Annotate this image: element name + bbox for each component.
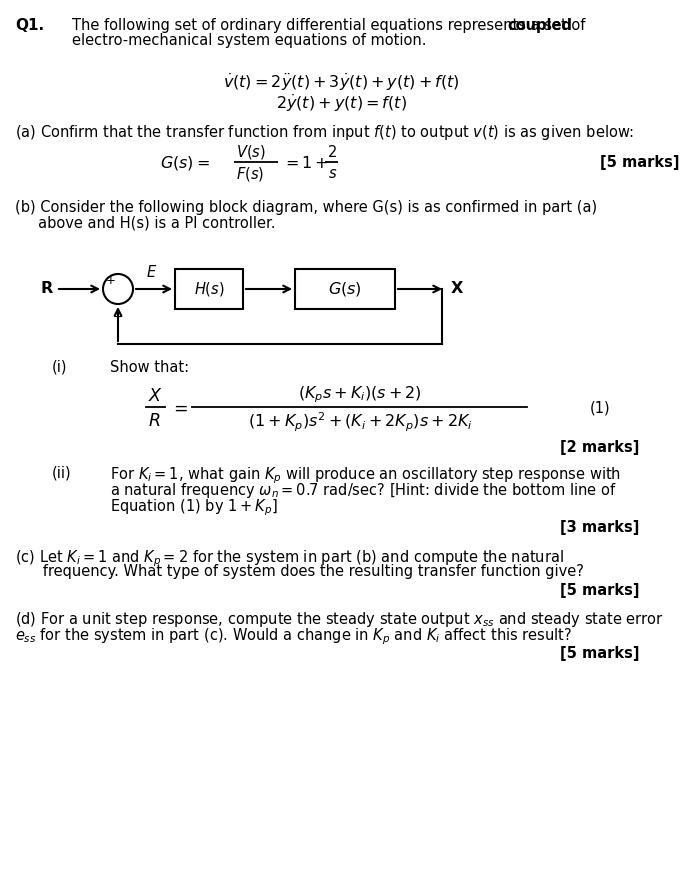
Text: $2$: $2$ (327, 144, 337, 160)
Text: [3 marks]: [3 marks] (560, 519, 640, 534)
Text: $V(s)$: $V(s)$ (236, 143, 266, 160)
Text: (ii): (ii) (52, 465, 72, 480)
Text: (1): (1) (590, 400, 610, 415)
Text: [5 marks]: [5 marks] (600, 155, 679, 170)
Text: electro-mechanical system equations of motion.: electro-mechanical system equations of m… (72, 33, 426, 48)
Text: above and H(s) is a PI controller.: above and H(s) is a PI controller. (15, 215, 276, 230)
Text: $+$: $+$ (105, 274, 115, 286)
Text: Show that:: Show that: (110, 360, 189, 374)
Text: $e_{ss}$ for the system in part (c). Would a change in $K_p$ and $K_i$ affect th: $e_{ss}$ for the system in part (c). Wou… (15, 625, 572, 645)
Text: The following set of ordinary differential equations represents a set of: The following set of ordinary differenti… (72, 18, 590, 33)
Text: (c) Let $K_i = 1$ and $K_p = 2$ for the system in part (b) and compute the natur: (c) Let $K_i = 1$ and $K_p = 2$ for the … (15, 547, 564, 568)
Text: [5 marks]: [5 marks] (560, 582, 640, 597)
Text: a natural frequency $\omega_n = 0.7$ rad/sec? [Hint: divide the bottom line of: a natural frequency $\omega_n = 0.7$ rad… (110, 481, 617, 499)
Text: (a) Confirm that the transfer function from input $f(t)$ to output $v(t)$ is as : (a) Confirm that the transfer function f… (15, 123, 634, 142)
Text: $\mathbf{X}$: $\mathbf{X}$ (450, 280, 464, 296)
Text: $F(s)$: $F(s)$ (236, 165, 264, 182)
Text: $(1+K_p)s^2 + (K_i + 2K_p)s + 2K_i$: $(1+K_p)s^2 + (K_i + 2K_p)s + 2K_i$ (248, 410, 473, 433)
Text: coupled: coupled (507, 18, 572, 33)
Text: $= 1+$: $= 1+$ (282, 155, 329, 171)
Text: $X$: $X$ (148, 387, 163, 404)
Text: Q1.: Q1. (15, 18, 44, 33)
Text: (b) Consider the following block diagram, where G(s) is as confirmed in part (a): (b) Consider the following block diagram… (15, 200, 597, 215)
Text: [5 marks]: [5 marks] (560, 645, 640, 660)
Text: $\dot{v}(t) = 2\ddot{y}(t) + 3\dot{y}(t) + y(t) + f(t)$: $\dot{v}(t) = 2\ddot{y}(t) + 3\dot{y}(t)… (222, 72, 460, 93)
Text: $=$: $=$ (170, 398, 188, 417)
Text: For $K_i = 1$, what gain $K_p$ will produce an oscillatory step response with: For $K_i = 1$, what gain $K_p$ will prod… (110, 465, 621, 485)
Text: $s$: $s$ (328, 167, 338, 182)
Bar (295, 270, 395, 310)
Text: (i): (i) (52, 360, 68, 374)
Text: $G(s) = $: $G(s) = $ (160, 153, 210, 172)
Text: frequency. What type of system does the resulting transfer function give?: frequency. What type of system does the … (15, 563, 584, 578)
Text: $G(s)$: $G(s)$ (328, 280, 362, 297)
Text: $R$: $R$ (148, 411, 160, 430)
Text: $H(s)$: $H(s)$ (194, 280, 224, 297)
Text: $\mathbf{R}$: $\mathbf{R}$ (40, 280, 54, 296)
Bar (175, 270, 243, 310)
Text: $2\dot{y}(t) + y(t) = f(t)$: $2\dot{y}(t) + y(t) = f(t)$ (276, 93, 406, 114)
Text: Equation (1) by $1 + K_p$]: Equation (1) by $1 + K_p$] (110, 496, 278, 517)
Text: (d) For a unit step response, compute the steady state output $x_{ss}$ and stead: (d) For a unit step response, compute th… (15, 610, 664, 628)
Text: $E$: $E$ (147, 264, 158, 280)
Text: [2 marks]: [2 marks] (560, 439, 640, 454)
Text: $(K_p s + K_i)(s + 2)$: $(K_p s + K_i)(s + 2)$ (298, 384, 422, 405)
Text: $-$: $-$ (113, 310, 123, 323)
